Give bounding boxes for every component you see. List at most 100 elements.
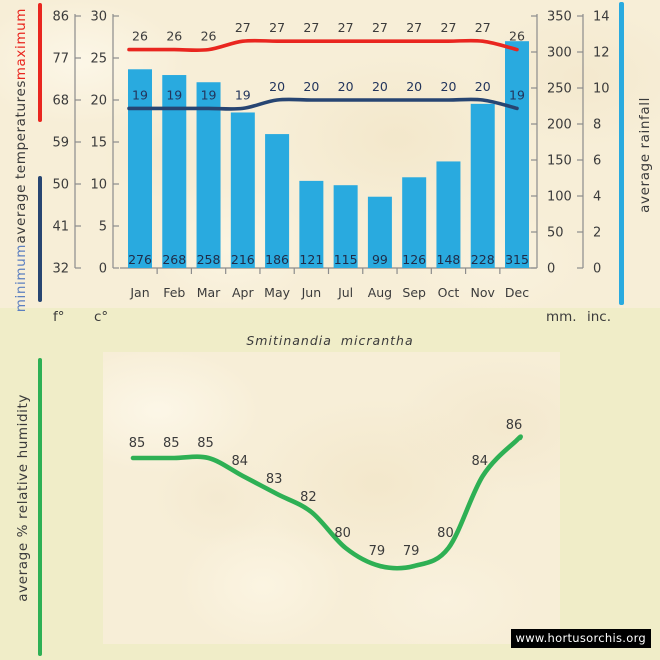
inches-unit-label: inc. [587,309,612,325]
svg-text:26: 26 [201,29,217,44]
svg-text:27: 27 [406,20,422,35]
svg-text:10: 10 [90,178,107,193]
rain-bar [162,75,187,268]
svg-text:85: 85 [163,436,180,451]
rain-bar [299,180,324,268]
parchment-texture-top [0,0,660,308]
rain-bar [402,177,427,268]
svg-text:Jun: Jun [301,285,322,300]
svg-text:68: 68 [52,94,69,109]
rainfall-values: 276 268 258 216 186 121 115 99 126 148 228 315 [128,252,529,267]
rain-bar [128,69,152,268]
max-temperature-color-bar [38,3,42,122]
rain-bar [196,82,221,269]
svg-text:14: 14 [593,10,610,25]
svg-text:Jan: Jan [129,285,149,300]
humidity-color-bar [38,358,42,656]
rain-bar [505,41,529,269]
svg-text:5: 5 [99,220,107,235]
svg-text:Feb: Feb [163,285,185,300]
svg-text:Oct: Oct [438,285,460,300]
svg-text:27: 27 [303,20,319,35]
svg-text:27: 27 [441,20,457,35]
svg-text:Nov: Nov [471,285,496,300]
svg-text:20: 20 [372,79,388,94]
svg-text:258: 258 [197,252,221,267]
svg-text:186: 186 [265,252,289,267]
parchment-texture-bottom [103,352,560,644]
svg-text:20: 20 [406,79,422,94]
svg-text:Sep: Sep [402,285,426,300]
svg-text:276: 276 [128,252,152,267]
rain-bar [470,103,495,268]
svg-text:26: 26 [509,29,525,44]
month-labels: Jan Feb Mar Apr May Jun Jul Aug Sep Oct Nov Dec [129,285,529,300]
rain-bar [230,112,255,268]
svg-text:Mar: Mar [197,285,221,300]
svg-text:20: 20 [269,79,285,94]
svg-text:8: 8 [593,118,601,133]
svg-text:150: 150 [547,154,572,169]
svg-text:30: 30 [90,10,107,25]
svg-text:250: 250 [547,82,572,97]
svg-text:May: May [264,285,290,300]
month-axis [120,267,536,274]
svg-text:19: 19 [235,87,251,102]
svg-text:82: 82 [300,490,317,505]
svg-text:350: 350 [547,10,572,25]
svg-text:Aug: Aug [368,285,392,300]
svg-text:4: 4 [593,190,601,205]
svg-text:268: 268 [162,252,186,267]
rain-bar [367,196,392,268]
svg-text:86: 86 [52,10,69,25]
svg-text:79: 79 [369,544,386,559]
svg-text:19: 19 [166,87,182,102]
humidity-line [130,434,523,571]
min-temperature-values: 19 19 19 19 20 20 20 20 20 20 20 19 [132,79,525,102]
svg-text:19: 19 [201,87,217,102]
svg-text:27: 27 [269,20,285,35]
svg-text:26: 26 [132,29,148,44]
svg-text:0: 0 [547,262,555,277]
svg-text:20: 20 [475,79,491,94]
svg-text:50: 50 [52,178,69,193]
mm-axis: 350 300 250 200 150 100 50 0 [531,10,572,277]
axes: 8677685950413230252015105035030025020015… [52,10,609,277]
temperature-rainfall-chart: 8677685950413230252015105035030025020015… [52,10,609,301]
website-watermark: www.hortusorchis.org [510,629,651,648]
svg-text:Dec: Dec [505,285,529,300]
svg-text:84: 84 [471,454,488,469]
svg-text:32: 32 [52,262,69,277]
svg-text:83: 83 [266,472,283,487]
svg-text:85: 85 [129,436,146,451]
svg-text:19: 19 [509,87,525,102]
svg-text:0: 0 [99,262,107,277]
svg-text:80: 80 [437,526,454,541]
svg-text:77: 77 [52,52,69,67]
svg-text:20: 20 [90,94,107,109]
svg-text:99: 99 [372,252,388,267]
inches-axis: 14 12 10 8 6 4 2 0 [577,10,610,277]
svg-text:84: 84 [232,454,249,469]
svg-text:200: 200 [547,118,572,133]
celsius-unit-label: c° [94,309,109,325]
min-temperature-color-bar [38,176,42,302]
svg-text:2: 2 [593,226,601,241]
species-title: Smitinandia micrantha [246,333,414,348]
svg-text:79: 79 [403,544,420,559]
rain-bar [333,185,358,268]
svg-text:115: 115 [334,252,358,267]
svg-text:20: 20 [338,79,354,94]
millimeters-unit-label: mm. [546,309,577,325]
svg-text:10: 10 [593,82,610,97]
svg-text:148: 148 [437,252,461,267]
svg-text:27: 27 [475,20,491,35]
svg-text:59: 59 [52,136,69,151]
svg-text:27: 27 [235,20,251,35]
fahrenheit-unit-label: f° [53,309,65,325]
svg-text:6: 6 [593,154,601,169]
min-temperature-line [127,97,519,111]
svg-text:19: 19 [132,87,148,102]
svg-text:27: 27 [372,20,388,35]
